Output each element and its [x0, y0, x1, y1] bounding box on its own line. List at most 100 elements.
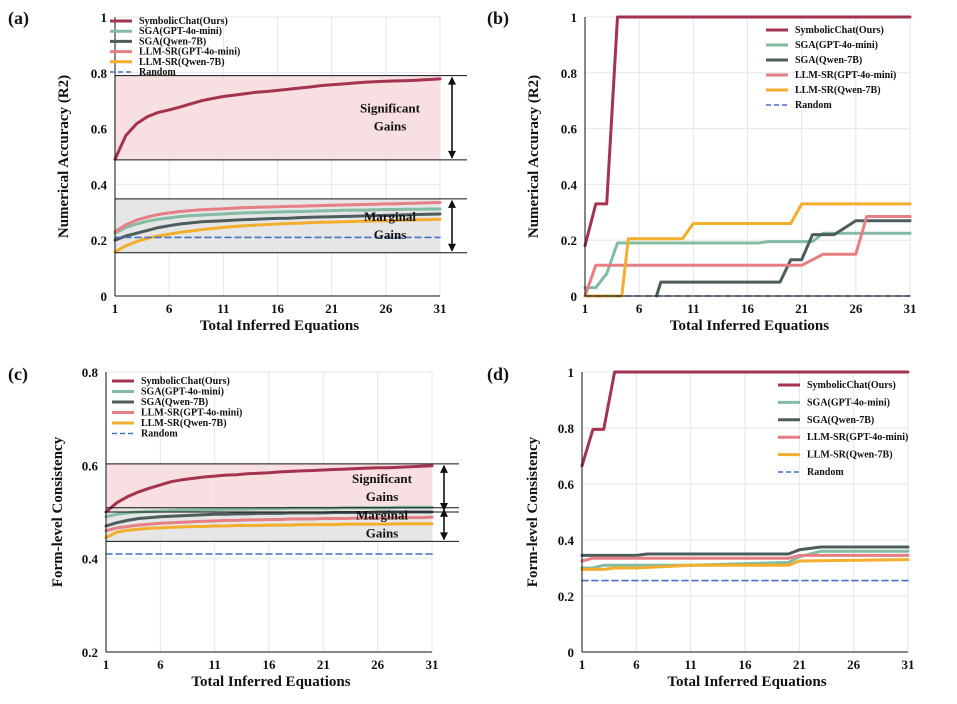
- x-tick-label: 1: [579, 657, 586, 672]
- y-tick-label: 0.6: [558, 477, 575, 492]
- marginal-gains-text: Marginal: [356, 508, 408, 523]
- gain-arrow-head-down: [448, 243, 456, 252]
- x-tick-label: 6: [157, 657, 164, 672]
- y-tick-label: 0.2: [561, 233, 577, 248]
- x-tick-label: 31: [904, 301, 917, 316]
- x-tick-label: 11: [217, 301, 229, 316]
- x-tick-label: 1: [112, 301, 119, 316]
- significant-gains-text: Significant: [352, 471, 413, 486]
- x-tick-label: 16: [271, 301, 285, 316]
- gain-arrow-head-down: [440, 532, 448, 541]
- y-tick-label: 0.8: [91, 66, 108, 81]
- gain-arrow-head-down: [448, 150, 456, 159]
- x-tick-label: 26: [847, 657, 861, 672]
- x-tick-label: 21: [325, 301, 338, 316]
- legend-label-sga-gpt-4o-mini: SGA(GPT-4o-mini): [141, 387, 224, 398]
- series-line-llm-sr-qwen-7b: [113, 217, 442, 254]
- y-tick-label: 0: [568, 645, 575, 660]
- x-tick-label: 31: [426, 657, 439, 672]
- y-tick-label: 0.6: [82, 458, 99, 473]
- x-tick-label: 21: [317, 657, 330, 672]
- series-line-symbolicchat-ours: [580, 370, 910, 468]
- y-axis-title: Numerical Accuracy (R2): [56, 75, 72, 238]
- panel-label: (a): [8, 8, 29, 29]
- x-axis-title: Total Inferred Equations: [670, 318, 829, 334]
- legend-label-llm-sr-gpt-4o-mini: LLM-SR(GPT-4o-mini): [807, 432, 908, 443]
- x-tick-label: 16: [739, 657, 753, 672]
- legend: SymbolicChat(Ours)SGA(GPT-4o-mini)SGA(Qw…: [112, 376, 242, 440]
- x-tick-label: 1: [582, 301, 589, 316]
- y-tick-label: 0: [101, 289, 108, 304]
- y-axis-title: Form-level Consistency: [50, 436, 66, 587]
- series-line-sga-gpt-4o-mini: [113, 207, 442, 235]
- legend-label-symbolicchat-ours: SymbolicChat(Ours): [141, 376, 230, 387]
- x-tick-label: 16: [741, 301, 755, 316]
- marginal-gains-text: Gains: [374, 227, 407, 242]
- marginal-gains-text: Gains: [366, 526, 399, 541]
- x-tick-label: 26: [849, 301, 863, 316]
- series-line-llm-sr-gpt-4o-mini: [583, 215, 912, 298]
- y-tick-label: 1: [571, 10, 578, 25]
- significant-gains-text: Gains: [366, 489, 399, 504]
- y-tick-label: 0.2: [91, 233, 107, 248]
- y-tick-label: 0.6: [91, 122, 108, 137]
- legend-label-sga-gpt-4o-mini: SGA(GPT-4o-mini): [139, 26, 222, 37]
- legend-label-llm-sr-gpt-4o-mini: LLM-SR(GPT-4o-mini): [795, 70, 896, 81]
- gain-arrow-head-up: [440, 508, 448, 517]
- series-line-symbolicchat-ours: [113, 77, 442, 161]
- x-axis-title: Total Inferred Equations: [667, 674, 826, 690]
- y-tick-label: 0.2: [558, 589, 574, 604]
- y-tick-label: 0.4: [91, 177, 108, 192]
- series-line-llm-sr-qwen-7b: [580, 558, 910, 571]
- legend-label-llm-sr-qwen-7b: LLM-SR(Qwen-7B): [795, 85, 881, 96]
- y-tick-label: 1: [568, 365, 575, 380]
- y-tick-label: 0.8: [561, 66, 578, 81]
- series-line-llm-sr-gpt-4o-mini: [113, 201, 442, 234]
- x-tick-label: 11: [209, 657, 221, 672]
- panel-label: (b): [487, 8, 509, 29]
- y-tick-label: 0.4: [561, 177, 578, 192]
- legend-label-random: Random: [807, 467, 844, 478]
- series-line-symbolicchat-ours: [583, 15, 912, 248]
- x-tick-label: 16: [263, 657, 277, 672]
- gain-arrow-head-up: [448, 76, 456, 85]
- legend-label-llm-sr-qwen-7b: LLM-SR(Qwen-7B): [807, 450, 893, 461]
- x-tick-label: 31: [902, 657, 915, 672]
- significant-gains-text: Significant: [360, 101, 421, 116]
- x-tick-label: 6: [636, 301, 643, 316]
- series-line-sga-gpt-4o-mini: [583, 231, 912, 290]
- marginal-gains-text: Marginal: [364, 209, 416, 224]
- x-tick-label: 26: [371, 657, 385, 672]
- series-line-llm-sr-qwen-7b: [104, 522, 434, 540]
- significant-gains-text: Gains: [374, 119, 407, 134]
- panel-label: (d): [487, 364, 509, 385]
- y-tick-label: 0.6: [561, 122, 578, 137]
- gain-arrow-head-up: [448, 199, 456, 208]
- x-tick-label: 11: [687, 301, 699, 316]
- x-axis-title: Total Inferred Equations: [200, 318, 359, 334]
- series-line-llm-sr-qwen-7b: [583, 202, 912, 298]
- y-tick-label: 0.8: [82, 365, 99, 380]
- legend-label-random: Random: [139, 67, 176, 78]
- y-tick-label: 0.8: [558, 421, 575, 436]
- legend-label-sga-qwen-7b: SGA(Qwen-7B): [141, 397, 208, 408]
- series-line-symbolicchat-ours: [104, 464, 434, 514]
- y-tick-label: 0.2: [82, 645, 98, 660]
- legend-label-sga-qwen-7b: SGA(Qwen-7B): [139, 36, 206, 47]
- x-tick-label: 21: [795, 301, 808, 316]
- significant-gains-band: [115, 75, 440, 160]
- legend-label-sga-gpt-4o-mini: SGA(GPT-4o-mini): [807, 397, 890, 408]
- legend-label-sga-qwen-7b: SGA(Qwen-7B): [795, 55, 862, 66]
- legend-label-sga-gpt-4o-mini: SGA(GPT-4o-mini): [795, 40, 878, 51]
- series-line-llm-sr-gpt-4o-mini: [580, 553, 910, 563]
- legend: SymbolicChat(Ours)SGA(GPT-4o-mini)SGA(Qw…: [778, 380, 908, 478]
- legend: SymbolicChat(Ours)SGA(GPT-4o-mini)SGA(Qw…: [110, 16, 240, 78]
- x-axis-title: Total Inferred Equations: [191, 674, 350, 690]
- x-tick-label: 6: [166, 301, 173, 316]
- x-tick-label: 21: [793, 657, 806, 672]
- legend-label-symbolicchat-ours: SymbolicChat(Ours): [807, 380, 896, 391]
